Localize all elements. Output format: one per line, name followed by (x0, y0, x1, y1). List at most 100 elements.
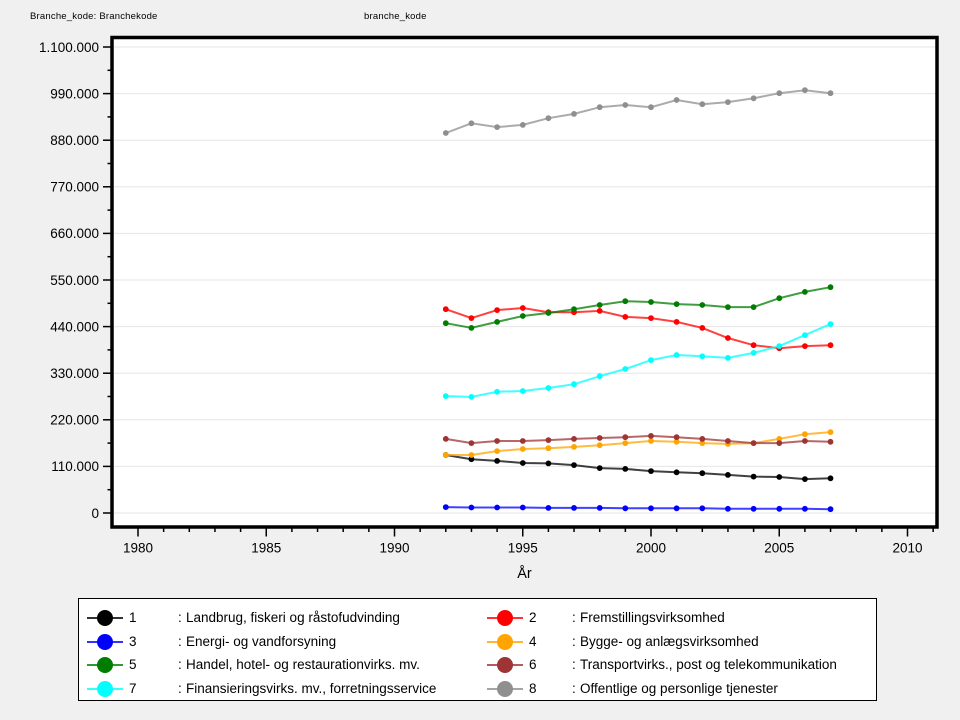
data-point (673, 438, 680, 445)
legend-separator: : (572, 633, 576, 649)
legend-marker-6-icon (487, 657, 523, 673)
y-tick-label: 0 (91, 506, 99, 521)
data-point (545, 505, 552, 511)
data-point (622, 366, 629, 372)
y-tick-label: 660.000 (50, 226, 99, 241)
legend-marker-8-icon (487, 680, 523, 697)
y-tick-label: 550.000 (50, 273, 99, 288)
data-point (827, 475, 834, 482)
data-point (648, 468, 654, 474)
data-point (596, 505, 603, 511)
data-point (699, 101, 706, 108)
series-line-5 (445, 286, 831, 329)
legend-marker-7-icon (87, 680, 123, 697)
data-point (725, 99, 731, 105)
legend-marker-2-icon (487, 610, 523, 626)
data-point (648, 505, 654, 512)
data-point (468, 440, 475, 446)
data-point (596, 302, 603, 308)
legend-series-label: Fremstillingsvirksomhed (580, 610, 725, 625)
data-point (648, 315, 654, 321)
data-point (622, 314, 629, 320)
data-point (468, 452, 475, 458)
legend-entry-7: 7: Finansieringsvirks. mv., forretningsse… (87, 679, 479, 699)
y-gridlines (114, 46, 936, 514)
y-axis: 0 110.000 220.000 330.000 440.000 550.000 660.… (39, 40, 112, 521)
plot-frame (110, 35, 939, 529)
data-point (802, 87, 808, 94)
legend-variable-label: branche_kode (364, 11, 427, 22)
y-tick-label: 220.000 (50, 413, 99, 428)
data-point (519, 504, 526, 511)
series-line-8 (445, 89, 831, 134)
data-point (622, 298, 629, 305)
series-line-3 (445, 506, 831, 511)
legend-series-label: Handel, hotel- og restaurationvirks. mv. (186, 657, 420, 672)
legend-series-number: 8 (529, 680, 537, 696)
data-point (545, 310, 552, 316)
data-point (468, 325, 475, 331)
legend-separator: : (572, 657, 576, 672)
data-point (725, 355, 731, 361)
series-line-2 (445, 306, 831, 350)
data-point (802, 431, 808, 438)
data-point (545, 437, 552, 443)
legend-series-number: 5 (129, 657, 137, 672)
data-point (519, 122, 526, 128)
data-point (750, 95, 757, 102)
data-point (673, 469, 680, 476)
legend-entry-1: 1: Landbrug, fiskeri og råstofudvinding (87, 608, 479, 628)
data-point (827, 284, 834, 291)
data-point (571, 444, 577, 450)
legend-entry-5: 5: Handel, hotel- og restaurationvirks. m… (87, 655, 479, 675)
legend-marker-1-icon (87, 610, 123, 626)
legend-series-label: Energi- og vandforsyning (186, 633, 337, 649)
data-point (545, 115, 552, 122)
data-point (519, 388, 526, 394)
data-point (622, 440, 629, 446)
data-point (648, 104, 654, 111)
x-axis-title: År (517, 565, 532, 582)
x-tick-label: 1980 (123, 541, 153, 556)
series-line-4 (445, 431, 831, 456)
legend-box: 1: Landbrug, fiskeri og råstofudvinding 3:… (78, 598, 877, 701)
data-point (673, 97, 680, 103)
data-point (571, 505, 577, 511)
data-point (494, 307, 500, 313)
data-point (673, 301, 680, 307)
legend-entry-2: 2: Fremstillingsvirksomhed (487, 608, 879, 628)
x-axis: 1980 1985 1990 1995 2000 2005 2010 (123, 527, 934, 556)
legend-separator: : (572, 610, 576, 625)
data-point (776, 474, 783, 480)
y-tick-label: 440.000 (50, 319, 99, 334)
series-2 (442, 305, 834, 352)
data-point (699, 302, 706, 308)
data-point (596, 308, 603, 314)
data-point (494, 458, 500, 464)
data-point (622, 102, 629, 108)
data-point (673, 434, 680, 441)
data-point (622, 505, 629, 512)
legend-series-label: Finansieringsvirks. mv., forretningsserv… (186, 680, 437, 696)
data-point (571, 381, 577, 388)
legend-marker-3-icon (87, 633, 123, 650)
data-point (494, 438, 500, 444)
data-point (468, 315, 475, 321)
data-point (442, 436, 449, 442)
data-point (596, 465, 603, 471)
data-point (750, 350, 757, 356)
legend-separator: : (178, 657, 182, 672)
data-point (519, 446, 526, 452)
data-point (494, 319, 500, 325)
data-point (725, 505, 731, 512)
series-line-1 (445, 454, 831, 481)
data-point (571, 111, 577, 117)
data-point (571, 462, 577, 468)
data-point (494, 388, 500, 395)
legend-series-label: Landbrug, fiskeri og råstofudvinding (186, 610, 400, 625)
series-line-7 (445, 323, 831, 398)
y-tick-label: 770.000 (50, 180, 99, 195)
data-point (519, 438, 526, 444)
data-point (596, 104, 603, 111)
